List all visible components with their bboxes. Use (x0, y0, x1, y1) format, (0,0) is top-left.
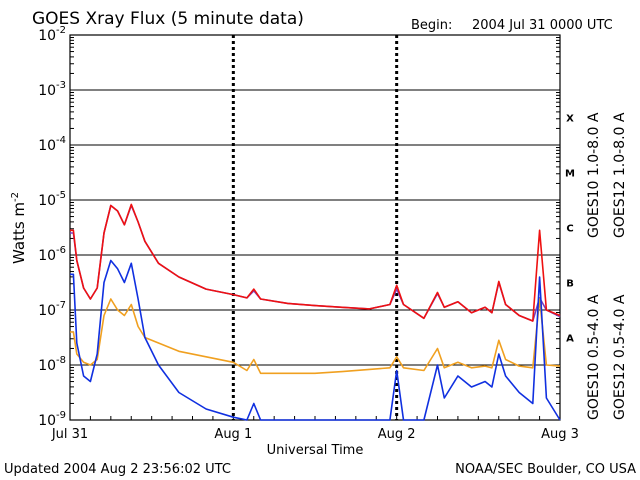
y-axis-title-exponent: -2 (10, 192, 21, 202)
series-line-1 (70, 203, 561, 322)
x-tick-label: Jul 31 (51, 427, 88, 442)
series-line-2 (70, 298, 561, 375)
legend-goes10-short: GOES10 0.5-4.0 A (586, 294, 602, 420)
x-tick-label: Aug 3 (541, 427, 579, 442)
y-tick-label: 10-5 (38, 190, 66, 209)
y-tick-label: 10-2 (38, 25, 66, 44)
flare-class-m: M (565, 169, 575, 180)
flare-class-a: A (566, 334, 574, 345)
legend-goes12-long: GOES12 1.0-8.0 A (612, 112, 628, 238)
updated-timestamp: Updated 2004 Aug 2 23:56:02 UTC (4, 462, 231, 477)
y-tick-label: 10-4 (38, 135, 66, 154)
begin-label: Begin: (411, 18, 452, 33)
series-layer (70, 203, 561, 421)
y-tick-label: 10-8 (38, 355, 66, 374)
x-tick-label: Aug 2 (378, 427, 416, 442)
plot-frame (69, 34, 561, 421)
y-axis-title-base: Watts m (10, 202, 28, 264)
y-tick-label: 10-7 (38, 300, 66, 319)
grid (69, 35, 561, 420)
x-tick-label: Aug 1 (214, 427, 252, 442)
y-tick-label: 10-3 (38, 80, 66, 99)
y-axis-title: Watts m-2 (10, 192, 28, 264)
x-axis-title: Universal Time (267, 443, 364, 458)
flare-class-x: X (566, 114, 574, 125)
flare-class-b: B (566, 279, 574, 290)
y-tick-label: 10-6 (38, 245, 66, 264)
y-tick-labels: 10-2 10-3 10-4 10-5 10-6 10-7 10-8 10-9 (38, 25, 66, 429)
flare-class-c: C (566, 224, 573, 235)
flare-class-labels: X M C B A (565, 114, 575, 345)
legend-goes12-short: GOES12 0.5-4.0 A (612, 294, 628, 420)
series-line-3 (70, 259, 561, 421)
y-tick-label: 10-9 (38, 410, 66, 429)
series-line-0 (70, 204, 561, 322)
legend-goes10-long: GOES10 1.0-8.0 A (586, 112, 602, 238)
x-tick-labels: Jul 31 Aug 1 Aug 2 Aug 3 (51, 427, 579, 442)
begin-value: 2004 Jul 31 0000 UTC (472, 18, 613, 33)
credit-text: NOAA/SEC Boulder, CO USA (455, 462, 636, 477)
chart-title: GOES Xray Flux (5 minute data) (32, 9, 304, 29)
